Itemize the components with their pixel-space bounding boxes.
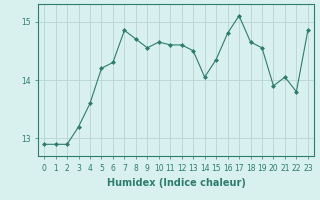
X-axis label: Humidex (Indice chaleur): Humidex (Indice chaleur) xyxy=(107,178,245,188)
